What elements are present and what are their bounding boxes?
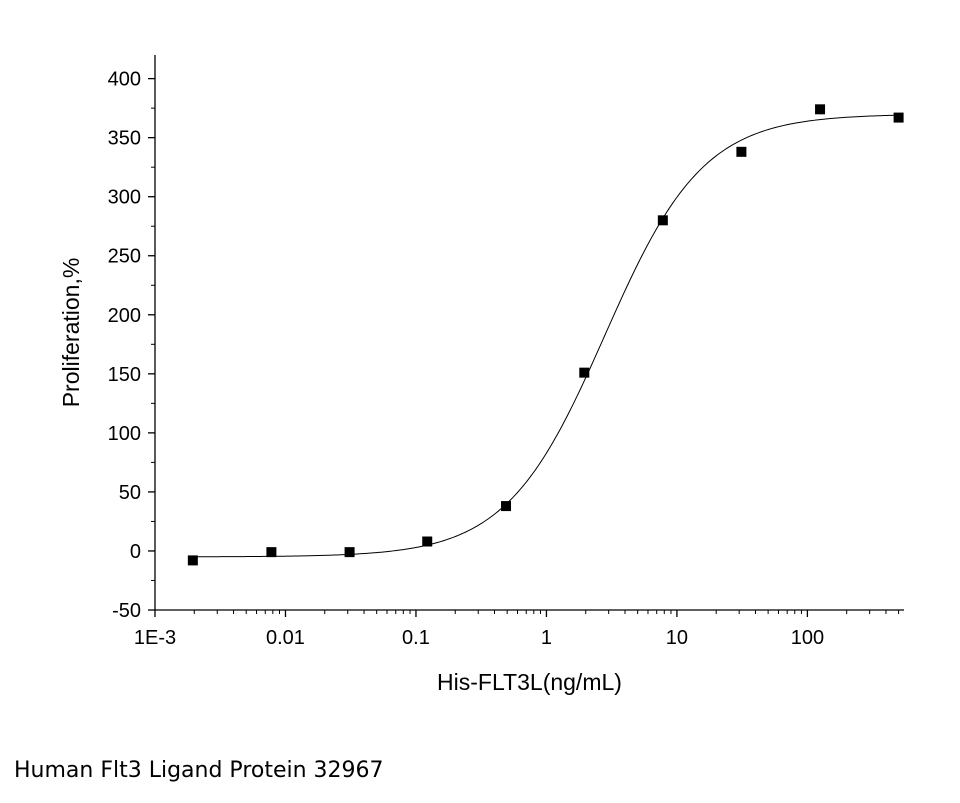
x-tick-label: 1 <box>541 627 552 649</box>
y-tick-label: 150 <box>108 364 141 386</box>
fit-curve <box>192 114 899 558</box>
y-tick-label: 250 <box>108 246 141 268</box>
data-point <box>736 146 747 157</box>
x-tick-label: 100 <box>791 627 824 649</box>
x-tick-label: 0.01 <box>266 627 305 649</box>
y-tick-label: 50 <box>119 482 141 504</box>
x-tick-label: 0.1 <box>402 627 430 649</box>
data-point <box>657 215 668 226</box>
data-point <box>422 536 433 547</box>
data-point <box>501 501 512 512</box>
data-point <box>893 112 904 123</box>
figure-caption: Human Flt3 Ligand Protein 32967 <box>14 758 384 783</box>
y-tick-label: 350 <box>108 128 141 150</box>
y-tick-label: 300 <box>108 187 141 209</box>
data-point <box>815 104 826 115</box>
data-point <box>579 367 590 378</box>
y-tick-label: 200 <box>108 305 141 327</box>
y-axis-title: Proliferation,% <box>58 258 84 408</box>
y-tick-label: 400 <box>108 69 141 91</box>
data-point <box>344 547 355 558</box>
x-tick-label: 1E-3 <box>134 627 176 649</box>
y-tick-label: 100 <box>108 423 141 445</box>
x-axis-title: His-FLT3L(ng/mL) <box>437 669 622 695</box>
data-point <box>187 555 198 566</box>
x-tick-label: 10 <box>666 627 688 649</box>
y-tick-label: 0 <box>130 541 141 563</box>
y-tick-label: -50 <box>112 600 141 622</box>
data-point <box>266 547 277 558</box>
